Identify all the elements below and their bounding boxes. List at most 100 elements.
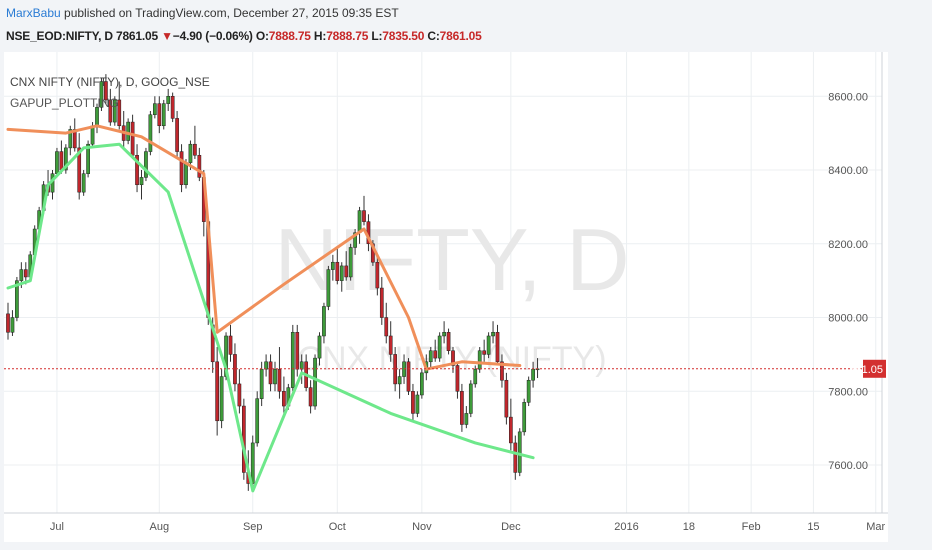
candle (348, 243, 353, 281)
candle (99, 77, 104, 112)
close-value: 7861.05 (439, 29, 482, 43)
x-axis[interactable]: JulAugSepOctNovDec201618Feb15Mar21 (50, 521, 888, 533)
low-value: 7835.50 (382, 29, 425, 43)
candle-body (313, 357, 317, 407)
candle (144, 147, 148, 182)
candle (64, 144, 68, 174)
x-tick-label: Feb (742, 521, 761, 533)
candle (411, 383, 415, 421)
change-value: −4.90 (−0.06%) (172, 29, 253, 43)
candle-body (397, 376, 402, 385)
candle-body (517, 431, 522, 473)
candle (491, 321, 495, 344)
candle-body (86, 143, 90, 174)
candle-body (491, 332, 495, 337)
candle-body (415, 394, 420, 414)
candle (468, 380, 473, 418)
candle-body (455, 365, 460, 392)
candle (175, 111, 179, 159)
candle (460, 383, 464, 432)
candle (517, 428, 522, 477)
candle (268, 354, 273, 392)
candle (331, 254, 335, 281)
candle-body (357, 210, 362, 233)
down-arrow-icon: ▼ (161, 29, 173, 43)
candle (335, 247, 340, 285)
y-tick-label: 8400.00 (828, 165, 868, 177)
candle-body (282, 391, 286, 407)
candle (112, 96, 117, 126)
candle (179, 144, 184, 193)
candle (344, 251, 349, 281)
candle (277, 347, 282, 399)
candle-body (375, 261, 380, 289)
candle-body (317, 335, 322, 359)
candle-body (482, 350, 486, 355)
candle (166, 88, 171, 112)
candle (273, 361, 277, 392)
candle-body (19, 269, 24, 281)
candle-body (99, 81, 104, 108)
candle (437, 332, 442, 362)
author-link[interactable]: MarxBabu (6, 6, 61, 20)
candle-body (153, 103, 157, 115)
candle (170, 92, 175, 123)
candle-body (295, 332, 300, 370)
candle (104, 74, 108, 104)
y-tick-label: 8200.00 (828, 239, 868, 251)
candle (406, 358, 411, 395)
candle (420, 369, 424, 399)
candle-body (81, 173, 86, 193)
candle-body (170, 96, 175, 119)
candle-body (353, 232, 357, 248)
candle-body (184, 162, 188, 186)
y-axis[interactable]: 7600.00 7800.00 8000.00 8200.00 8400.00 8600.… (828, 91, 868, 472)
candle-body (175, 118, 179, 152)
candle (108, 88, 113, 126)
candle (500, 354, 504, 388)
candle-body (464, 413, 469, 425)
candle (308, 380, 313, 414)
candle-body (10, 317, 15, 333)
candle-body (460, 391, 464, 425)
candle (197, 147, 202, 182)
candle-body (77, 147, 82, 193)
candle-body (264, 361, 268, 370)
indicator-line (6, 142, 535, 493)
candle-body (161, 103, 166, 127)
candle (10, 310, 15, 336)
candle-body (55, 151, 59, 174)
candle (526, 376, 531, 407)
candle-body (451, 350, 455, 366)
candle-body (219, 376, 224, 422)
candle-body (224, 335, 228, 377)
candle (250, 435, 255, 488)
candle (322, 302, 326, 344)
last-price-badge-bg (863, 359, 886, 378)
candle (455, 361, 460, 399)
candle-body (500, 361, 504, 381)
candle (486, 332, 491, 359)
candle (153, 96, 157, 119)
candle-body (23, 269, 28, 278)
last-price: 7861.05 (115, 29, 158, 43)
candle-body (59, 151, 64, 171)
candle-body (15, 280, 19, 318)
candle-body (148, 114, 153, 152)
price-chart[interactable]: NIFTY, D CNX NIFTY (NIFTY) 7600.007800.0… (4, 52, 888, 542)
candle (482, 339, 486, 362)
candle (264, 354, 268, 377)
chart-container[interactable]: NIFTY, D CNX NIFTY (NIFTY) 7600.00 7800.0… (4, 52, 888, 542)
candle-body (135, 155, 139, 186)
candle-body (437, 335, 442, 359)
candle-body (193, 143, 197, 156)
last-price-badge: 7861.05 (843, 359, 886, 378)
candle (473, 365, 478, 388)
candle-body (273, 368, 277, 385)
x-tick-label: 15 (807, 521, 819, 533)
symbol-label[interactable]: NSE_EOD:NIFTY, D (6, 29, 113, 43)
candle (255, 391, 260, 447)
candle (72, 118, 77, 152)
published-text: published on TradingView.com, December 2… (60, 6, 399, 20)
candle-body (277, 368, 282, 392)
